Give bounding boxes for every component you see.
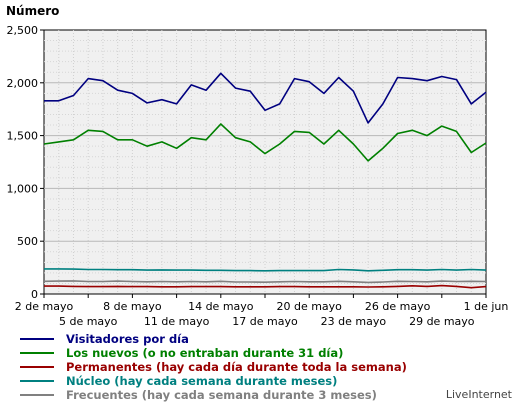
- legend-label: Los nuevos (o no entraban durante 31 día…: [66, 346, 344, 360]
- line-chart: Número 2,500 2,000 1,500 1,000 500 02 de mayo 8…: [6, 4, 509, 328]
- legend-label: Frecuentes (hay cada semana durante 3 me…: [66, 388, 377, 402]
- y-tick-label: 1,500: [7, 130, 39, 143]
- series-line-1: [44, 72, 487, 124]
- legend-label: Permanentes (hay cada día durante toda l…: [66, 360, 407, 374]
- legend-swatch: [20, 380, 54, 382]
- x-tick-label: 11 de mayo: [144, 315, 210, 328]
- legend-item: Núcleo (hay cada semana durante meses): [20, 374, 400, 388]
- x-tick-label: 2 de mayo: [15, 300, 74, 313]
- legend-item: Visitadores por día: [20, 332, 400, 346]
- series-line-3: [44, 284, 487, 289]
- x-tick-label: 14 de mayo: [188, 300, 254, 313]
- legend-swatch: [20, 366, 54, 368]
- legend-label: Visitadores por día: [66, 332, 189, 346]
- x-tick-label: 23 de mayo: [321, 315, 387, 328]
- y-tick-label: 1,000: [7, 182, 39, 195]
- series-line-4: [44, 268, 487, 272]
- legend-label: Núcleo (hay cada semana durante meses): [66, 374, 338, 388]
- legend-item: Permanentes (hay cada día durante toda l…: [20, 360, 407, 374]
- legend-swatch: [20, 352, 54, 354]
- x-tick-label: 1 de jun: [464, 300, 509, 313]
- series-line-2: [43, 123, 487, 162]
- x-tick-label: 8 de mayo: [103, 300, 162, 313]
- y-tick-label: 500: [17, 235, 38, 248]
- y-tick-label: 0: [31, 288, 38, 301]
- legend: Visitadores por día Los nuevos (o no entr…: [20, 332, 407, 402]
- y-tick-label: 2,000: [7, 77, 39, 90]
- credit-label: LiveInternet: [445, 388, 512, 401]
- y-tick-label: 2,500: [7, 24, 39, 37]
- legend-swatch: [20, 338, 54, 340]
- legend-item: Frecuentes (hay cada semana durante 3 me…: [20, 388, 400, 402]
- x-tick-label: 20 de mayo: [276, 300, 342, 313]
- x-tick-label: 5 de mayo: [59, 315, 118, 328]
- x-tick-label: 29 de mayo: [409, 315, 475, 328]
- y-axis-title: Número: [6, 4, 59, 18]
- series-line-5: [43, 280, 487, 284]
- x-tick-label: 17 de mayo: [232, 315, 298, 328]
- x-tick-label: 26 de mayo: [365, 300, 431, 313]
- legend-swatch: [20, 394, 54, 396]
- legend-item: Los nuevos (o no entraban durante 31 día…: [20, 346, 400, 360]
